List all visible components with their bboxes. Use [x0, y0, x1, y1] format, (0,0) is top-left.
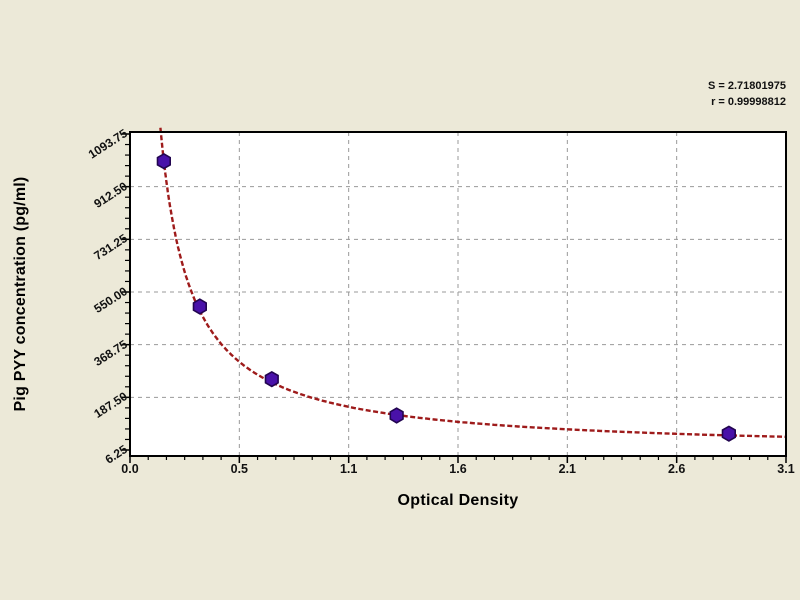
x-tick-label: 1.1 [339, 462, 358, 476]
x-axis-title: Optical Density [397, 492, 519, 509]
x-tick-label: 0.5 [230, 462, 249, 476]
data-point [721, 425, 737, 442]
data-point [156, 152, 171, 170]
x-tick-label: 2.6 [667, 462, 686, 476]
x-tick-label: 1.6 [449, 462, 467, 476]
fit-correlation-text: r = 0.99998812 [711, 96, 786, 108]
data-point [264, 370, 279, 388]
x-tick-label: 0.0 [121, 462, 139, 476]
x-tick-label: 3.1 [777, 462, 795, 476]
fitted-curve [159, 127, 787, 438]
data-point [389, 407, 404, 424]
data-point [192, 298, 207, 315]
y-axis-title: Pig PYY concentration (pg/ml) [12, 176, 29, 412]
x-tick-label: 2.1 [558, 462, 577, 476]
fit-statistics: S = 2.71801975 r = 0.99998812 [708, 78, 786, 110]
fit-std-error-text: S = 2.71801975 [708, 80, 786, 92]
